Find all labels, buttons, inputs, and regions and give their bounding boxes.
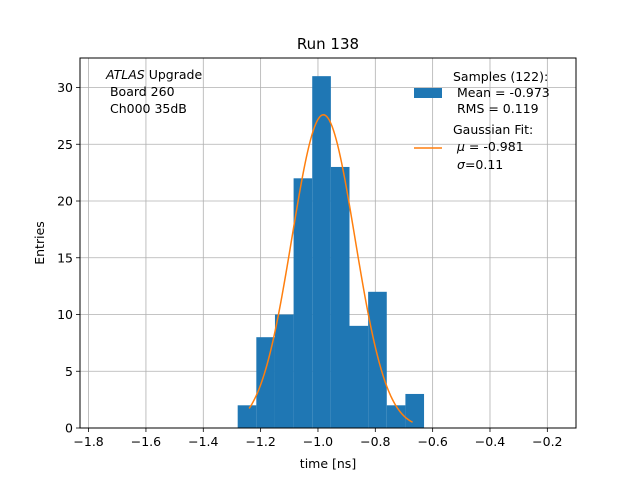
x-tick-label: −1.0 — [303, 434, 333, 449]
x-tick-label: −1.8 — [73, 434, 103, 449]
y-tick-label: 0 — [65, 421, 73, 436]
gaussian-fit-curve — [248, 114, 413, 423]
legend-fit-mu: μ = -0.981 — [456, 139, 524, 154]
histogram-bar — [293, 178, 313, 428]
histogram-bar — [386, 405, 406, 428]
y-tick-label: 5 — [65, 364, 73, 379]
histogram-bar — [349, 325, 369, 428]
mu-value: = -0.981 — [465, 139, 524, 154]
x-tick-label: −1.2 — [245, 434, 275, 449]
histogram-bar — [312, 76, 331, 428]
x-tick-label: −1.6 — [131, 434, 161, 449]
chart-title: Run 138 — [297, 35, 359, 53]
board-annotation: Board 260 — [106, 84, 175, 99]
histogram-bar — [237, 405, 257, 428]
histogram-bar — [368, 291, 387, 428]
y-axis-ticks: 0 5 10 15 20 25 30 — [57, 80, 80, 436]
x-tick-label: −0.2 — [532, 434, 562, 449]
legend-fit-sigma: σ=0.11 — [457, 157, 503, 172]
x-axis-label: time [ns] — [300, 456, 356, 471]
y-tick-label: 15 — [57, 250, 73, 265]
y-tick-label: 25 — [57, 137, 73, 152]
x-tick-label: −1.4 — [188, 434, 218, 449]
histogram-bar — [330, 166, 350, 428]
sigma-symbol: σ — [457, 157, 466, 172]
atlas-label: ATLAS — [105, 67, 145, 82]
histogram-bars — [237, 76, 425, 428]
atlas-annotation-line1: ATLAS Upgrade — [105, 67, 202, 82]
plot-frame — [79, 57, 577, 429]
histogram-bar — [274, 314, 294, 428]
legend-samples-mean: Mean = -0.973 — [453, 85, 550, 100]
y-axis-label: Entries — [32, 221, 47, 265]
channel-annotation: Ch000 35dB — [106, 101, 187, 116]
y-tick-label: 20 — [57, 194, 73, 209]
legend: Samples (122): Mean = -0.973 RMS = 0.119… — [414, 69, 550, 172]
legend-samples-title: Samples (122): — [453, 69, 548, 84]
mu-symbol: μ — [456, 139, 465, 154]
x-tick-label: −0.8 — [360, 434, 390, 449]
sigma-value: =0.11 — [465, 157, 503, 172]
x-tick-label: −0.6 — [417, 434, 447, 449]
legend-samples-swatch — [414, 88, 442, 98]
legend-fit-title: Gaussian Fit: — [453, 122, 533, 137]
legend-samples-rms: RMS = 0.119 — [453, 101, 539, 116]
y-tick-label: 30 — [57, 80, 73, 95]
y-tick-label: 10 — [57, 307, 73, 322]
x-tick-label: −0.4 — [475, 434, 505, 449]
histogram-bar — [256, 337, 275, 428]
x-axis-ticks: −1.8 −1.6 −1.4 −1.2 −1.0 −0.8 −0.6 −0.4 −0.2 — [73, 428, 563, 449]
upgrade-label: Upgrade — [145, 67, 203, 82]
gaussian-fit-line — [248, 114, 413, 423]
histogram-bar — [405, 393, 425, 428]
